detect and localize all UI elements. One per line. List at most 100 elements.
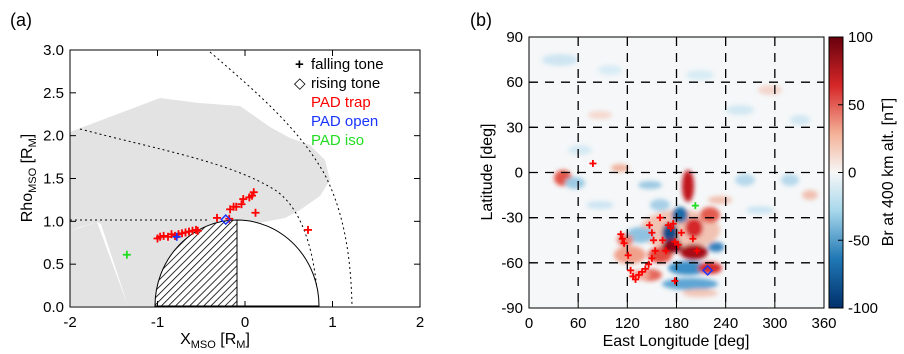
b-xtick-label: 360 [811,315,836,332]
b-xtick-label: 60 [570,315,587,332]
b-ytick-label: 30 [506,119,523,136]
b-point-plus [645,260,653,268]
panel-a-plot-region [70,51,353,307]
legend-symbol-falling: + [295,56,304,73]
a-ytick-label: 3.0 [43,42,64,59]
a-ytick-label: 1.5 [43,171,64,188]
b-point-plus [648,229,656,237]
a-point-plus [232,202,241,211]
a-ytick-label: 0.5 [43,256,64,273]
panel-b-xlabel: East Longitude [deg] [603,333,750,350]
b-point-plus [650,236,658,244]
b-ytick-label: 0 [515,165,523,182]
cb-tick-label: 100 [848,29,873,46]
a-point-diamond [220,214,232,226]
xlabel-units-sub: M [236,339,245,351]
ylabel-main: Rho [19,193,36,222]
a-ytick-label: 2.5 [43,85,64,102]
planet-dayside [236,219,320,307]
a-point-plus [122,250,131,259]
b-point-plus [645,221,653,229]
planet-nightside [154,219,238,307]
b-ytick-label: 60 [506,74,523,91]
panel-a-points [122,188,312,259]
panel-a-label: (a) [10,10,32,30]
a-point-plus [249,188,258,197]
b-point-plus [632,275,640,283]
xlabel-main: X [180,331,191,348]
legend-label-rising: rising tone [311,75,380,92]
b-xtick-label: 180 [664,315,689,332]
a-ytick-label: 2.0 [43,128,64,145]
a-point-plus [172,232,181,241]
b-point-plus [641,265,649,273]
a-point-plus [251,208,260,217]
b-point-plus [674,241,682,249]
a-point-plus [304,225,312,234]
b-ytick-label: -60 [501,255,523,272]
xlabel-close: ] [245,331,249,348]
b-point-plus [620,239,628,247]
b-point-plus [677,229,685,237]
a-xtick-label: -2 [63,314,76,331]
legend-symbol-rising: ◇ [294,75,306,92]
a-xtick-label: -1 [151,314,164,331]
legend-label-pad-trap: PAD trap [311,94,371,111]
b-point-diamond [702,264,714,276]
b-point-plus [659,236,667,244]
panel-b-points [589,159,714,285]
a-xtick-label: 2 [416,314,424,331]
ylabel-units: [R [19,147,36,167]
b-point-plus [691,202,699,210]
b-point-plus [667,224,675,232]
b-ytick-label: -90 [501,300,523,317]
b-point-plus [662,247,670,255]
panel-b-label: (b) [470,10,492,30]
cb-tick-label: -100 [848,300,878,317]
b-point-plus [656,214,664,222]
ylabel-sub: MSO [27,167,39,193]
a-xtick-label: 1 [328,314,336,331]
b-point-plus [669,220,677,228]
panel-b-grid [529,37,824,308]
xlabel-sub: MSO [191,339,217,351]
b-point-plus [689,235,697,243]
b-ytick-label: -30 [501,210,523,227]
a-point-plus [193,226,202,235]
b-point-plus [648,254,656,262]
b-ytick-label: 90 [506,29,523,46]
panel-a-ylabel: RhoMSO [RM] [19,134,39,223]
b-point-plus [617,230,625,238]
panel-a-legend: + falling tone ◇ rising tone PAD trap PA… [294,56,384,149]
b-xtick-label: 300 [762,315,787,332]
a-ytick-label: 0.0 [43,299,64,316]
shaded-region [70,98,330,306]
b-xtick-label: 240 [713,315,738,332]
cb-tick-label: 0 [848,165,856,182]
b-xtick-label: 120 [615,315,640,332]
b-point-plus [671,277,679,285]
b-point-plus [627,266,635,274]
xlabel-units: [R [216,331,236,348]
ylabel-close: ] [19,134,36,138]
b-point-plus [693,247,701,255]
b-point-plus [618,235,626,243]
b-xtick-label: 0 [525,315,533,332]
colorbar-axis: 100 50 0 -50 -100 [838,29,878,317]
b-point-plus [651,247,659,255]
panel-a-axes: -2 -1 0 1 2 0.0 0.5 1.0 1.5 2.0 2.5 3.0 [43,42,424,331]
panel-b-ylabel: Latitude [deg] [479,124,496,221]
panel-a-xlabel: XMSO [RM] [180,331,250,351]
mpb-curve [79,128,319,307]
legend-label-falling: falling tone [311,56,384,73]
cb-tick-label: 50 [848,97,865,114]
shaded-flank [70,222,128,306]
a-point-plus [213,213,221,222]
a-xtick-label: 0 [241,314,249,331]
panel-a: -2 -1 0 1 2 0.0 0.5 1.0 1.5 2.0 2.5 3.0 + falling t… [19,42,424,351]
a-point-plus [237,200,246,209]
